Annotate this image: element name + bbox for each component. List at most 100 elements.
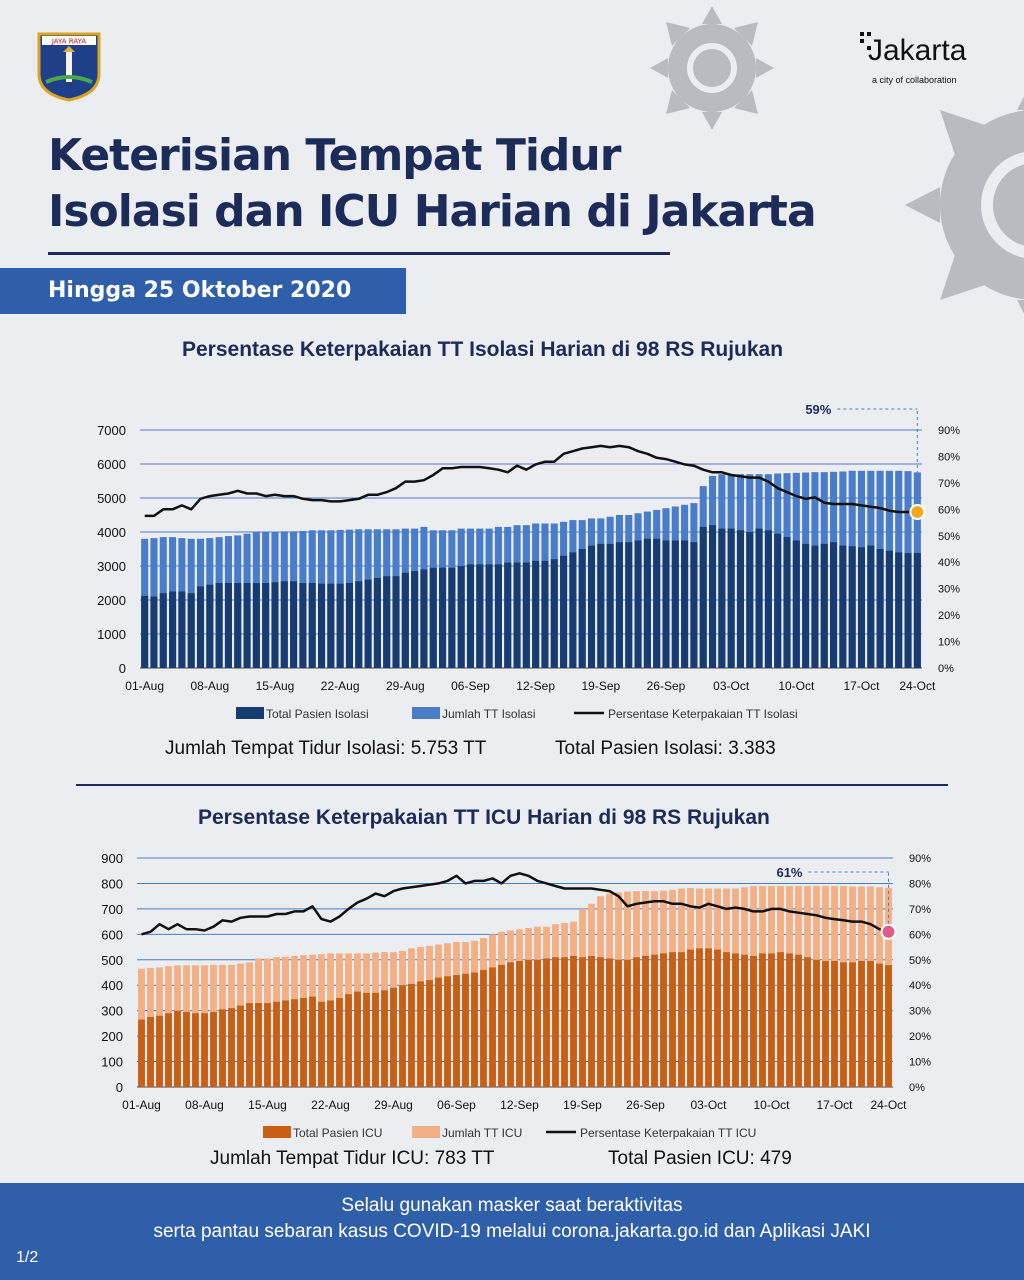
y-tick-label: 0 [116,1080,123,1095]
bar-patients [448,567,456,668]
annotation-label: 59% [805,402,831,417]
y2-tick-label: 0% [938,663,954,675]
y-tick-label: 900 [101,851,123,866]
bar-patients [550,559,558,668]
x-tick-label: 24-Oct [899,679,936,693]
y2-tick-label: 10% [938,637,960,649]
bar-patients [857,547,866,668]
bar-patients [625,542,633,668]
bar-patients [532,560,540,668]
bar-patients [634,540,642,668]
legend-label: Persentase Keterpakaian TT ICU [580,1126,756,1140]
legend-label: Persentase Keterpakaian TT Isolasi [608,707,798,721]
bar-patients [651,954,658,1087]
brand-name: Jakarta [868,34,967,67]
bar-patients [876,963,883,1087]
bar-patients [264,1003,271,1087]
bar-patients [192,1013,199,1087]
bar-patients [736,530,745,668]
x-tick-label: 24-Oct [870,1098,907,1112]
bar-patients [480,969,487,1087]
bar-patients [336,583,344,668]
bar-patients [318,1001,325,1087]
bar-patients [786,953,793,1087]
bar-patients [476,564,484,668]
bar-patients [831,961,838,1087]
bar-patients [708,525,717,668]
x-tick-label: 26-Sep [647,679,686,693]
bar-patients [768,953,775,1087]
x-tick-label: 26-Sep [626,1098,665,1112]
y2-tick-label: 90% [938,425,960,437]
svg-text:JAYA RAYA: JAYA RAYA [51,38,86,46]
y2-tick-label: 90% [909,853,931,865]
bar-patients [187,593,195,668]
bar-patients [504,562,512,668]
bar-patients [913,552,921,668]
bar-patients [435,977,442,1087]
brand-mark-icon [860,32,871,50]
bar-patients [678,952,685,1087]
y2-tick-label: 20% [909,1031,931,1043]
bar-patients [839,545,847,668]
bar-patients [290,581,298,668]
chart-title-icu: Persentase Keterpakaian TT ICU Harian di… [198,806,770,829]
chart-title-isolasi: Persentase Keterpakaian TT Isolasi Haria… [182,338,784,361]
bar-patients [746,532,754,668]
legend-swatch-patients [263,1126,291,1138]
bar-patients [587,545,596,668]
bar-patients [147,1017,154,1087]
x-tick-label: 17-Oct [816,1098,853,1112]
bar-patients [560,555,568,668]
bar-patients [417,981,424,1087]
bar-patients [381,990,388,1087]
bar-patients [453,975,460,1087]
bar-patients [471,972,478,1087]
bar-patients [345,994,352,1087]
x-tick-label: 19-Sep [563,1098,602,1112]
date-banner: Hingga 25 Oktober 2020 [0,268,406,314]
bar-patients [255,1003,262,1087]
chart-icu: 0 100 200 300 400 500 600 700 800 900 0% 10% 20% 30% 4… [101,851,931,1140]
bar-patients [792,540,800,668]
section-divider [76,784,948,786]
bar-patients [895,552,903,668]
x-tick-label: 10-Oct [753,1098,790,1112]
bar-patients [174,1010,181,1087]
y2-tick-label: 80% [938,451,960,463]
x-tick-label: 03-Oct [713,679,750,693]
bar-patients [489,967,496,1087]
title-underline [48,252,670,255]
bar-patients [606,543,614,668]
x-tick-label: 12-Sep [516,679,555,693]
bar-patients [811,545,819,668]
bar-patients [243,583,251,668]
bar-patients [206,584,214,668]
bar-patients [507,962,514,1087]
bar-patients [262,583,270,668]
bar-patients [822,961,829,1087]
title-line-2: Isolasi dan ICU Harian di Jakarta [48,186,817,237]
bar-patients [354,991,361,1087]
footer-line-2: serta pantau sebaran kasus COVID-19 mela… [153,1221,871,1242]
x-tick-label: 01-Aug [122,1098,161,1112]
bar-patients [718,528,726,668]
bar-patients [885,550,893,668]
bar-patients [383,576,391,668]
jakarta-crest-logo: JAYA RAYA [36,30,102,102]
bar-patients [291,999,298,1087]
bar-patients [687,949,694,1087]
x-tick-label: 08-Aug [190,679,229,693]
legend-label: Total Pasien ICU [293,1126,382,1140]
bar-patients [541,560,549,668]
bar-patients [271,582,279,668]
bar-patients [327,583,335,668]
bar-patients [615,542,623,668]
bar-patients [401,572,409,668]
bar-patients [795,954,802,1087]
y2-tick-label: 20% [938,610,960,622]
bar-patients [885,965,892,1087]
legend-swatch-patients [236,707,264,719]
gear-large-icon [905,96,1024,314]
bar-patients [606,958,613,1087]
